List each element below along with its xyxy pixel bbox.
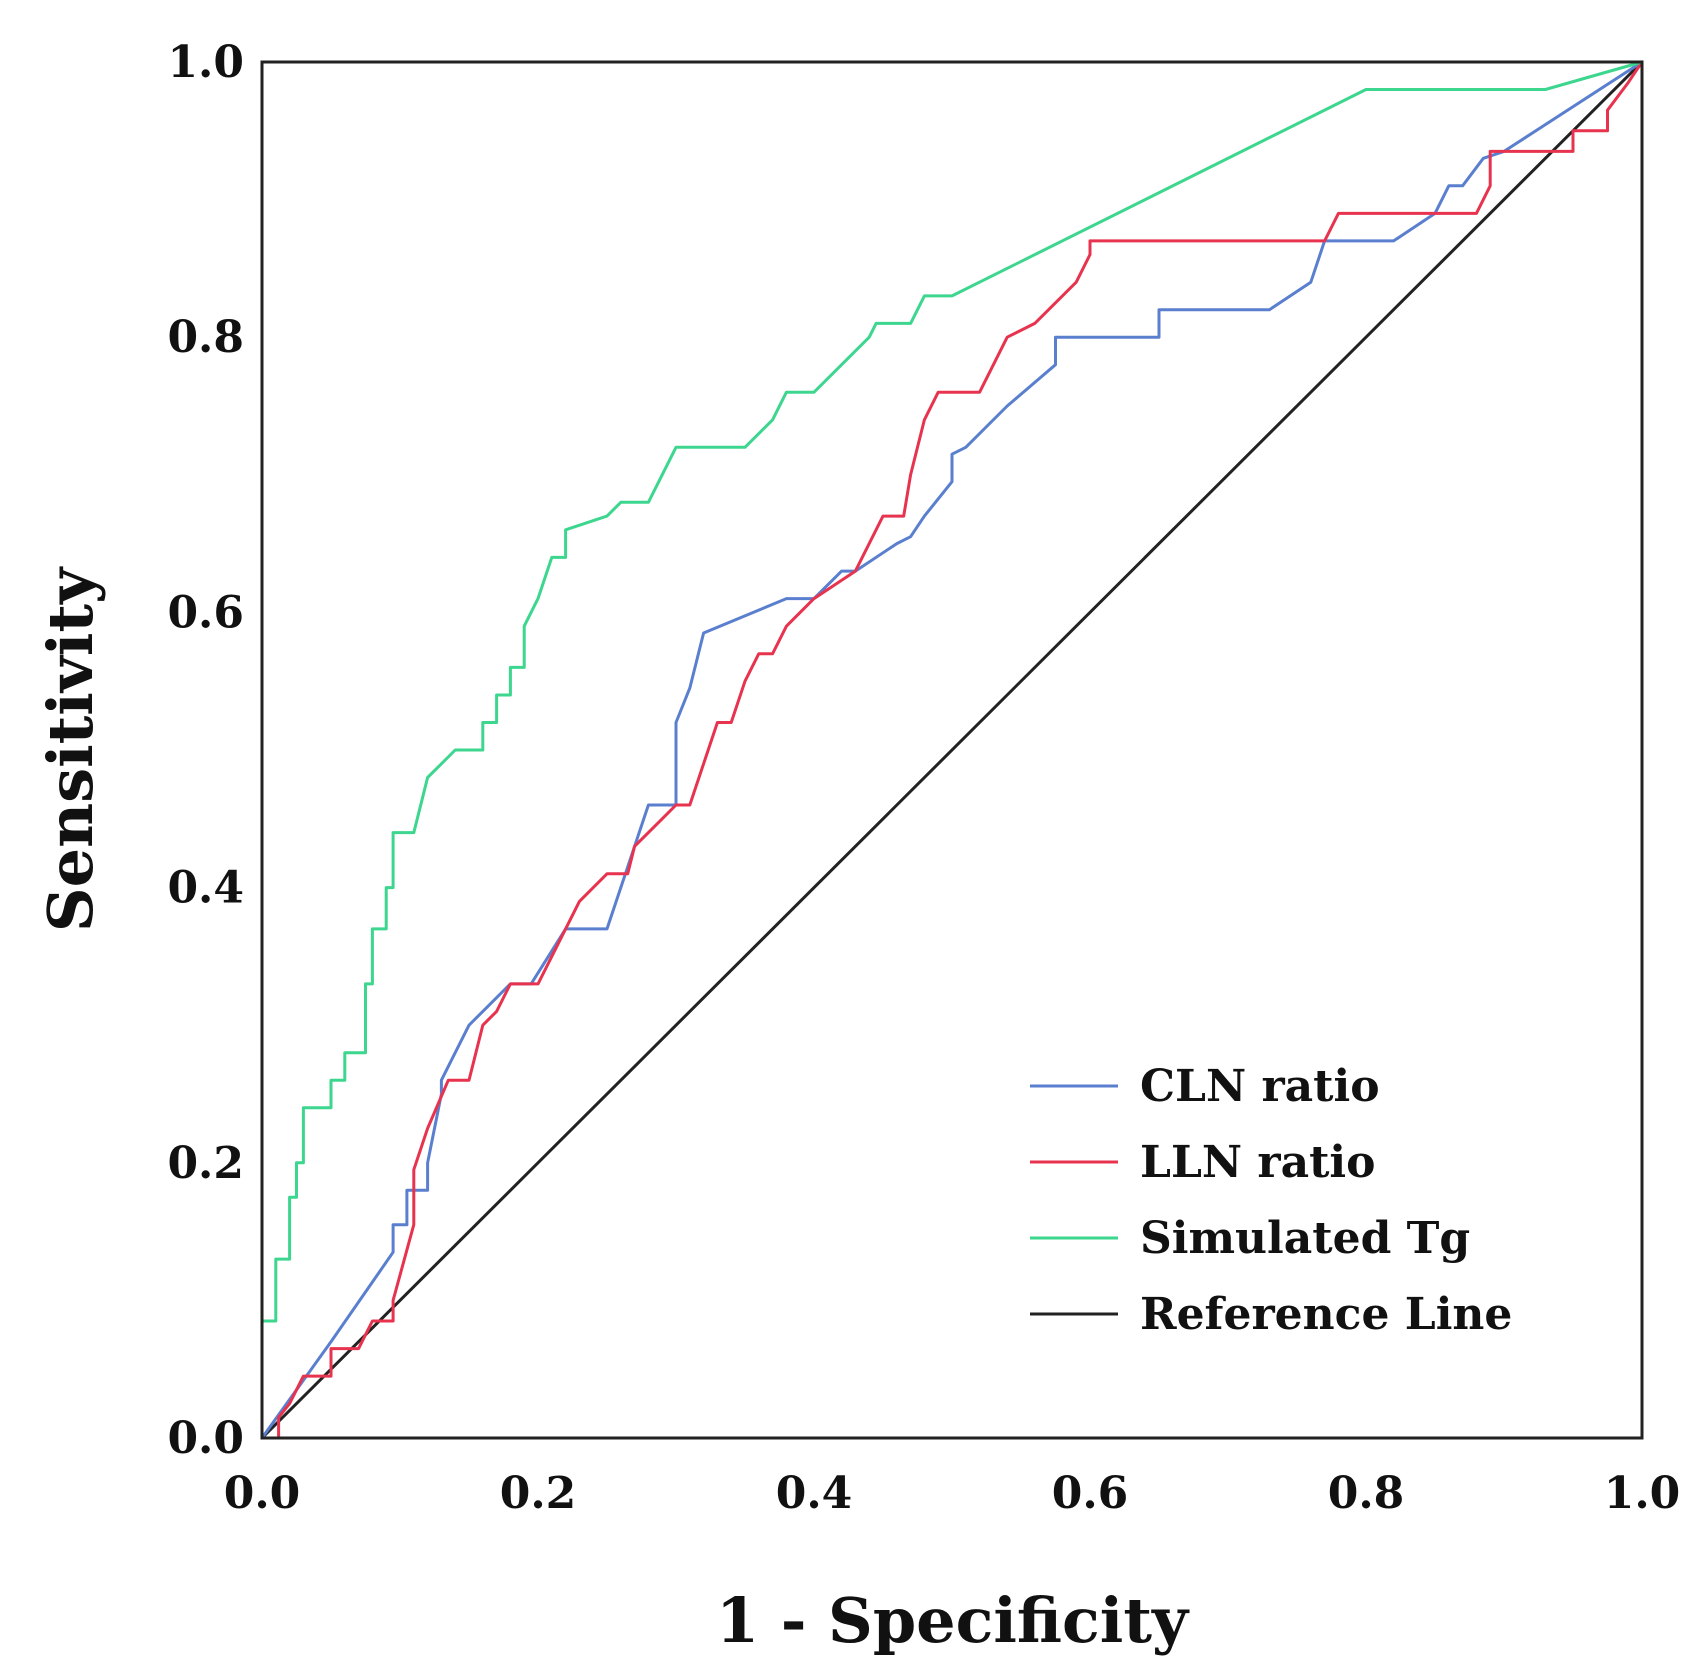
series-layer — [260, 60, 1644, 1440]
legend-label-reference-line: Reference Line — [1140, 1289, 1512, 1340]
series-line-reference-line — [260, 60, 1644, 1440]
legend-label-cln-ratio: CLN ratio — [1140, 1061, 1380, 1112]
x-tick-label: 0.8 — [1328, 1468, 1405, 1519]
legend-label-lln-ratio: LLN ratio — [1140, 1137, 1376, 1188]
y-axis-title: Sensitivity — [34, 566, 107, 932]
legend: CLN ratio LLN ratio Simulated Tg Reference … — [1030, 1061, 1512, 1340]
series-line-lln-ratio — [260, 60, 1644, 1440]
x-axis-ticks: 0.0 0.2 0.4 0.6 0.8 1.0 — [224, 1468, 1681, 1519]
x-tick-label: 1.0 — [1604, 1468, 1681, 1519]
plot-frame — [260, 60, 1644, 1440]
x-axis-title: 1 - Specificity — [716, 1584, 1190, 1657]
x-tick-label: 0.6 — [1052, 1468, 1129, 1519]
y-tick-label: 0.0 — [167, 1413, 244, 1464]
y-tick-label: 0.4 — [167, 863, 244, 914]
y-tick-label: 0.8 — [167, 312, 244, 363]
x-tick-label: 0.0 — [224, 1468, 301, 1519]
y-axis-ticks: 0.0 0.2 0.4 0.6 0.8 1.0 — [167, 37, 244, 1464]
x-tick-label: 0.4 — [776, 1468, 853, 1519]
series-line-simulated-tg — [260, 60, 1644, 1440]
series-line-cln-ratio — [260, 60, 1644, 1440]
y-tick-label: 0.2 — [167, 1138, 244, 1189]
y-tick-label: 0.6 — [167, 587, 244, 638]
legend-label-simulated-tg: Simulated Tg — [1140, 1213, 1470, 1264]
y-tick-label: 1.0 — [167, 37, 244, 88]
plot-area — [260, 60, 1644, 1440]
x-tick-label: 0.2 — [500, 1468, 577, 1519]
